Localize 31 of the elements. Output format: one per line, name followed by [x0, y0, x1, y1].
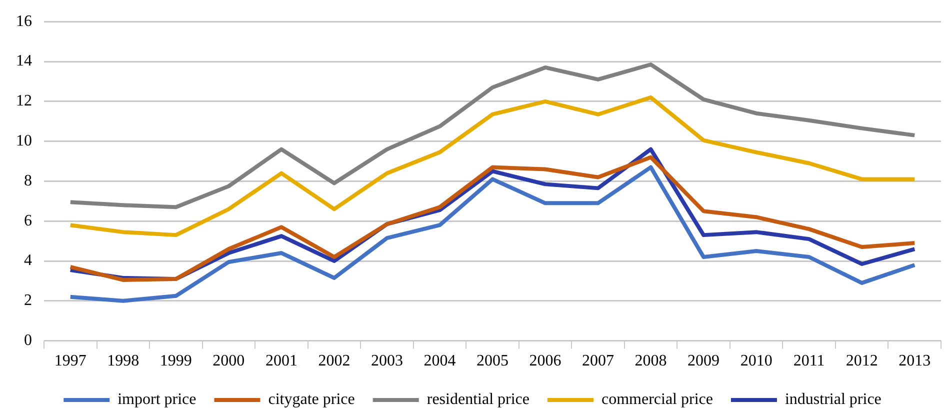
- x-tick-label: 2003: [370, 352, 403, 370]
- x-tick-label: 2007: [582, 352, 614, 370]
- y-tick-label: 2: [24, 292, 32, 310]
- x-tick-label: 1997: [54, 352, 86, 370]
- y-tick-label: 0: [24, 332, 32, 350]
- x-tick-label: 2013: [898, 352, 931, 370]
- y-tick-label: 4: [24, 252, 32, 270]
- x-tick-label: 2002: [318, 352, 350, 370]
- y-tick-label: 16: [16, 12, 32, 30]
- y-tick-label: 12: [16, 92, 32, 110]
- x-tick-label: 2010: [740, 352, 772, 370]
- x-tick-label: 2001: [265, 352, 298, 370]
- legend-label: import price: [118, 391, 196, 408]
- y-tick-label: 8: [24, 172, 32, 190]
- x-tick-label: 2006: [529, 352, 562, 370]
- x-tick-label: 2012: [846, 352, 878, 370]
- x-tick-label: 1999: [160, 352, 192, 370]
- legend-label: residential price: [426, 391, 530, 408]
- x-tick-label: 1998: [107, 352, 140, 370]
- legend-label: commercial price: [601, 391, 713, 408]
- x-tick-label: 2005: [476, 352, 508, 370]
- y-tick-label: 6: [24, 212, 32, 230]
- legend-label: citygate price: [268, 391, 355, 408]
- x-tick-label: 2009: [688, 352, 720, 370]
- legend-label: industrial price: [784, 391, 882, 408]
- y-tick-label: 14: [16, 52, 32, 70]
- x-tick-label: 2004: [424, 352, 456, 370]
- x-tick-label: 2011: [793, 352, 825, 370]
- x-tick-label: 2000: [212, 352, 245, 370]
- y-tick-label: 10: [16, 132, 32, 150]
- x-tick-label: 2008: [634, 352, 667, 370]
